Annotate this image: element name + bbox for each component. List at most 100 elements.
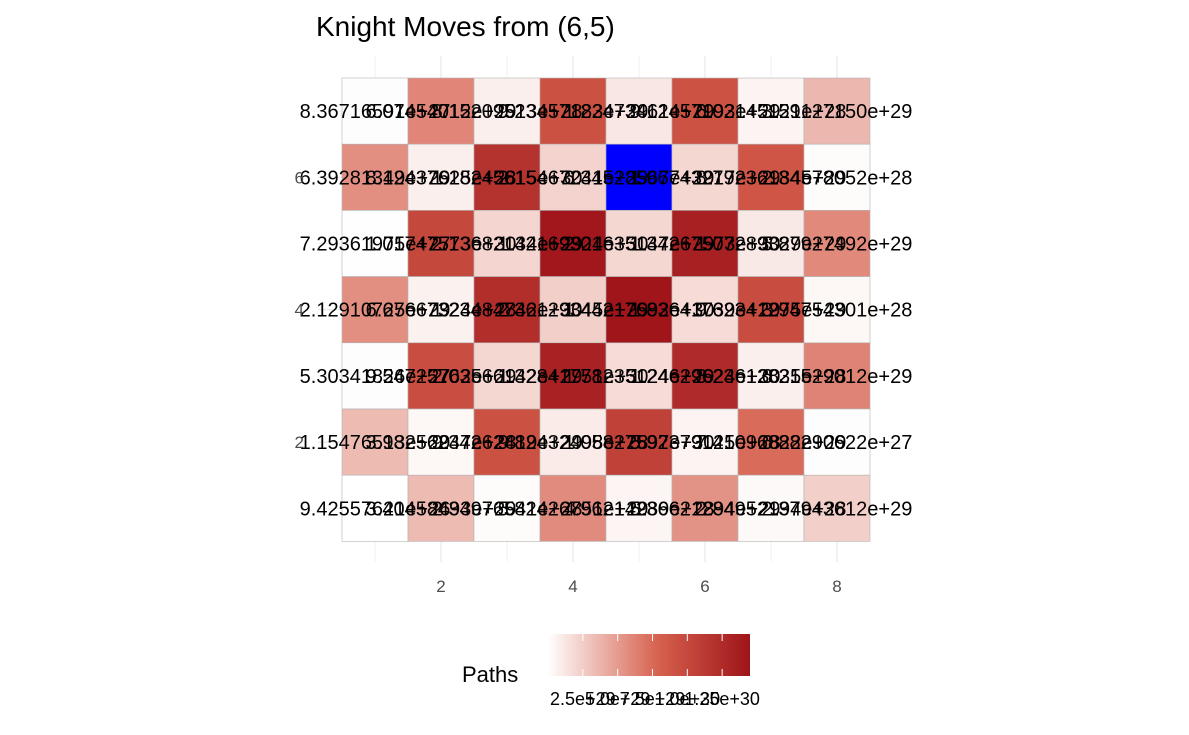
cell-value-label: 9.23457183e+29	[498, 101, 649, 123]
cell-value-label: 1.18245615e+30	[432, 167, 583, 189]
legend-colorbar	[548, 634, 750, 676]
heatmap-cells	[341, 77, 871, 542]
legend-tick-label: 5.0e+29	[585, 689, 651, 709]
cell-value-label: 8.36716591e+27	[300, 101, 451, 123]
cell-value-label: 2.84952194e+28	[696, 498, 847, 520]
cell-value-label: 8.15209513e+28	[432, 101, 583, 123]
y-axis-ticks: 2 4 6	[295, 168, 304, 452]
cell-value-label: 1.23484742e+30	[432, 300, 583, 322]
cell-value-label: 9.12457193e+29	[630, 101, 781, 123]
heatmap-cell	[341, 342, 409, 410]
cell-value-label: 9.62341275e+29	[696, 300, 847, 322]
cell-value-label: 1.34267573e+30	[630, 234, 781, 256]
heatmap-cell	[605, 408, 673, 476]
cell-value-label: 6.34528567e+29	[564, 167, 715, 189]
cell-value-label: 6.67667324e+28	[366, 300, 517, 322]
heatmap-cell	[539, 143, 607, 211]
heatmap-cell	[737, 143, 805, 211]
heatmap-cell	[473, 77, 541, 145]
legend-tick-label: 1.0e+30	[655, 689, 721, 709]
cell-value-label: 2.13682134e+29	[432, 234, 583, 256]
heatmap-cell	[605, 210, 673, 277]
heatmap-cell	[737, 408, 805, 476]
heatmap-cell	[803, 474, 871, 542]
cell-value-label: 6.88290622e+27	[762, 432, 913, 454]
y-tick-label: 4	[295, 301, 304, 320]
cell-value-label: 2.34976541e+28	[432, 498, 583, 520]
cell-labels: 8.36716591e+276.07454012e+298.15209513e+…	[300, 101, 913, 520]
heatmap-cell	[473, 342, 541, 410]
x-axis-ticks: 2 4 6 8	[436, 577, 841, 596]
cell-value-label: 1.22473461e+29	[564, 101, 715, 123]
heatmap-cell	[671, 342, 739, 410]
cell-value-label: 6.21529012e+29	[762, 366, 913, 388]
heatmap-cell	[539, 276, 607, 344]
legend-title: Paths	[462, 662, 518, 687]
heatmap-cell	[473, 143, 541, 211]
heatmap-cell	[605, 276, 673, 344]
cell-value-label: 9.34262419e+29	[432, 432, 583, 454]
cell-value-label: 8.12437625e+28	[366, 167, 517, 189]
legend-tick-label: 2.5e+29	[550, 689, 616, 709]
cell-value-label: 5.36621294e+29	[630, 498, 781, 520]
cell-value-label: 3.59127150e+29	[762, 101, 913, 123]
heatmap-cell	[803, 77, 871, 145]
cell-value-label: 9.54725762e+29	[366, 366, 517, 388]
cell-value-label: 1.83641739e+29	[630, 300, 781, 322]
cell-value-label: 2.15467241e+29	[498, 167, 649, 189]
cell-value-label: 1.07289329e+29	[696, 234, 847, 256]
heatmap-cell	[803, 143, 871, 211]
cell-value-label: 5.92379125e+28	[630, 432, 781, 454]
heatmap-cell	[341, 210, 409, 277]
chart-title: Knight Moves from (6,5)	[316, 11, 615, 42]
legend: Paths 2.5e+295.0e+297.5e+291.0e+301.25e+…	[462, 634, 760, 709]
cell-value-label: 2.03566142e+29	[432, 366, 583, 388]
x-tick-label: 6	[700, 577, 709, 596]
y-tick-label: 2	[295, 433, 304, 452]
cell-value-label: 5.87927492e+29	[762, 234, 913, 256]
cell-value-label: 8.23612835e+28	[696, 366, 847, 388]
x-tick-label: 4	[568, 577, 577, 596]
y-tick-label: 6	[295, 168, 304, 187]
heatmap-cell	[539, 474, 607, 542]
cell-value-label: 9.82432498e+28	[498, 432, 649, 454]
cell-value-label: 3.98256247e+28	[366, 432, 517, 454]
cell-value-label: 2.36129345e+29	[498, 300, 649, 322]
cell-value-label: 1.24629624e+30	[630, 366, 781, 388]
cell-value-label: 1.15476513e+29	[300, 432, 451, 454]
heatmap-cell	[407, 143, 475, 211]
cell-value-label: 1.01747573e+30	[366, 234, 517, 256]
cell-value-label: 1.42169324e+30	[498, 234, 649, 256]
legend-tick-label: 1.25e+30	[684, 689, 760, 709]
cell-value-label: 8.79236184e+29	[696, 167, 847, 189]
start-cell	[605, 143, 673, 211]
heatmap-cell	[473, 474, 541, 542]
heatmap-cell	[671, 276, 739, 344]
cell-value-label: 6.02145121e+28	[696, 101, 847, 123]
heatmap-cell	[803, 210, 871, 277]
heatmap-cell	[473, 276, 541, 344]
cell-value-label: 7.29361975e+27	[300, 234, 451, 256]
cell-value-label: 1.96743217e+29	[630, 167, 781, 189]
cell-value-label: 2.01635147e+29	[564, 234, 715, 256]
cell-value-label: 5.30341826e+27	[300, 366, 451, 388]
heatmap-cell	[803, 408, 871, 476]
cell-value-label: 6.39281349e+29	[300, 167, 451, 189]
cell-value-label: 3.40458493e+29	[366, 498, 517, 520]
heatmap-cell	[539, 210, 607, 277]
heatmap-cell	[605, 342, 673, 410]
heatmap-cell	[737, 342, 805, 410]
cell-value-label: 3.94754301e+28	[762, 300, 913, 322]
heatmap-cell	[737, 77, 805, 145]
x-tick-label: 2	[436, 577, 445, 596]
heatmap-cell	[473, 408, 541, 476]
heatmap-cell	[737, 474, 805, 542]
legend-ticks: 2.5e+295.0e+297.5e+291.0e+301.25e+30	[550, 634, 760, 709]
heatmap-cell	[539, 77, 607, 145]
heatmap-cell	[605, 474, 673, 542]
heatmap-cell	[341, 408, 409, 476]
heatmap-cell	[803, 342, 871, 410]
heatmap-cell	[341, 143, 409, 211]
cell-value-label: 2.12910725e+29	[300, 300, 451, 322]
cell-value-label: 6.07454012e+29	[366, 101, 517, 123]
